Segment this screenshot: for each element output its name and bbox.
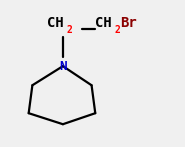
- Text: 2: 2: [115, 25, 121, 35]
- Text: 2: 2: [67, 25, 73, 35]
- Text: CH: CH: [95, 16, 112, 30]
- Text: CH: CH: [47, 16, 64, 30]
- Text: N: N: [59, 60, 67, 73]
- Text: Br: Br: [120, 16, 137, 30]
